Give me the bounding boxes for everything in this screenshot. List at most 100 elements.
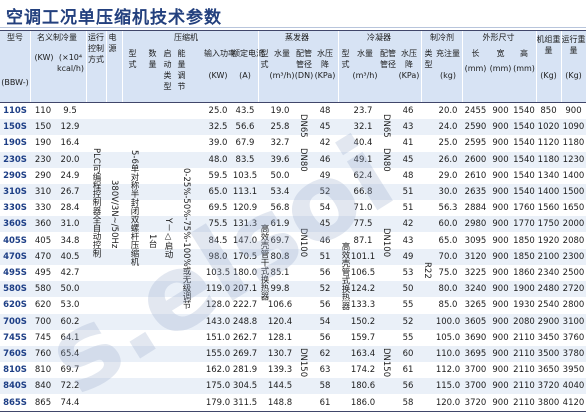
cell-power: 98.0 (208, 251, 228, 262)
cell-evap-drop: 54 (319, 203, 331, 214)
cell-evap-flow: 120.4 (267, 316, 293, 327)
cell-l: 2610 (464, 170, 487, 181)
cell-current: 222.7 (232, 300, 258, 311)
cell-cond-flow: 174.2 (350, 365, 376, 376)
start-type-cell: Y－△启动 (163, 218, 173, 259)
table-row: 230S 230 20.0 48.0 83.5 39.6 46 49.1 45 26.0 2600 9… (0, 151, 586, 168)
col-input-power-unit: (KW) (208, 71, 228, 80)
cell-l: 2455 (464, 106, 487, 116)
cell-l: 3095 (464, 235, 487, 246)
table-bottom-rule (0, 410, 586, 412)
cell-w: 900 (492, 300, 509, 311)
cell-wt: 1560 (537, 203, 560, 214)
table-row: 810S 810 69.7 162.0 281.9 139.3 63 174.2 61 112.0… (0, 362, 586, 378)
col-cond-drop-header: 水压降 (401, 49, 417, 69)
cell-kw: 745 (34, 332, 52, 343)
col-input-power-header: 输入功率 (204, 49, 236, 58)
col-start-type-header: 启动类型 (163, 49, 172, 91)
cell-rw: 1500 (562, 187, 585, 197)
cell-charge: 80.0 (438, 284, 458, 295)
cell-h: 1540 (513, 154, 535, 165)
col-unit-weight-unit: (Kg) (540, 71, 557, 80)
cell-current: 67.9 (235, 138, 255, 149)
cell-kcal: 65.4 (60, 349, 80, 359)
col-condenser-header: 冷凝器 (367, 33, 391, 42)
table-row: 620S 620 53.0 128.0 222.7 106.6 56 133.3 55 85.0 3… (0, 297, 586, 313)
col-unit-weight-header: 机组重量 (536, 35, 561, 55)
cell-wt: 1340 (537, 170, 560, 181)
col-model-header: 型号 (7, 33, 23, 42)
col-dimensions-header: 外形尺寸 (482, 33, 515, 42)
cond-pipe-cell-1: DN65 (381, 114, 391, 138)
cell-power: 39.0 (208, 138, 228, 149)
table-row: 495S 495 42.7 103.5 180.0 85.1 56 106.5 53 75.0 32… (0, 265, 586, 281)
col-evap-type-header: 型式 (260, 49, 269, 69)
cell-rw: 1230 (562, 154, 585, 165)
cell-h: 2110 (513, 332, 535, 343)
cell-current: 170.5 (232, 251, 258, 262)
cell-h: 1930 (513, 300, 535, 311)
cell-charge: 112.0 (435, 365, 461, 376)
cell-cond-drop: 43 (402, 235, 414, 246)
refrigerant-type-cell: R22 (422, 262, 432, 279)
cell-model: 190S (3, 138, 27, 149)
cell-rw: 1650 (562, 203, 585, 214)
cell-charge: 29.0 (438, 170, 458, 181)
cell-kw: 470 (34, 251, 52, 262)
cell-kcal: 9.5 (63, 106, 77, 116)
cell-kw: 310 (34, 187, 52, 197)
cell-kcal: 34.8 (60, 235, 80, 246)
col-evap-flow-header: 水量 (274, 49, 290, 58)
cell-kcal: 53.0 (60, 300, 80, 311)
cell-cond-flow: 124.2 (350, 284, 376, 295)
cell-kcal: 16.4 (60, 138, 80, 149)
cell-model: 110S (3, 106, 27, 116)
table-row: 580S 580 50.0 119.0 207.1 99.8 52 124.2 50 80.0 32… (0, 281, 586, 298)
cell-current: 207.1 (232, 284, 258, 295)
cell-kcal: 28.4 (60, 203, 80, 214)
cell-w: 900 (492, 219, 509, 230)
cell-current: 248.8 (232, 316, 258, 327)
cell-charge: 75.0 (438, 268, 458, 278)
cell-evap-flow: 106.6 (267, 300, 293, 311)
cell-model: 745S (3, 332, 27, 343)
header-sep (561, 30, 562, 102)
col-kcal-unit: (×10⁴ (58, 53, 83, 62)
cell-rw: 3100 (562, 316, 585, 327)
col-evap-drop-unit: (KPa) (314, 71, 336, 80)
evap-pipe-cell-4: DN150 (298, 348, 308, 378)
header-bottom-rule (0, 102, 586, 103)
cell-power: 59.5 (208, 170, 228, 181)
cell-w: 900 (492, 203, 509, 214)
cell-evap-flow: 85.1 (270, 268, 290, 278)
cell-evap-drop: 46 (319, 154, 331, 165)
cell-w: 900 (492, 187, 509, 197)
cell-power: 75.5 (208, 219, 228, 230)
condenser-type-cell: 高效壳管式换热器 (340, 242, 350, 310)
cell-kw: 190 (34, 138, 52, 149)
cell-model: 230S (3, 154, 27, 165)
cell-model: 840S (3, 381, 27, 392)
col-width-unit: (mm) (489, 64, 512, 73)
cell-l: 3700 (464, 381, 487, 392)
col-cond-flow-header: 水量 (357, 49, 373, 58)
cell-kw: 330 (34, 203, 52, 214)
cell-wt: 3450 (537, 332, 560, 343)
cell-cond-drop: 43 (402, 122, 414, 133)
cell-model: 700S (3, 316, 27, 327)
cell-power: 119.0 (205, 284, 231, 295)
cell-evap-drop: 42 (319, 138, 331, 149)
cell-cond-drop: 46 (402, 106, 414, 116)
cell-current: 311.5 (232, 397, 258, 408)
cell-current: 120.9 (232, 203, 258, 214)
cell-rw: 3760 (562, 332, 585, 343)
cell-h: 1540 (513, 187, 535, 197)
col-capacity-reg-header: 能量调节 (177, 49, 186, 91)
header-sep (122, 30, 123, 102)
col-cond-pipe-header: 配管管径 (380, 49, 396, 69)
cell-w: 900 (492, 138, 509, 149)
cell-cond-drop: 60 (402, 349, 414, 359)
cell-kcal: 40.5 (60, 251, 80, 262)
cell-cond-drop: 61 (402, 365, 414, 376)
cell-l: 2595 (464, 138, 487, 149)
